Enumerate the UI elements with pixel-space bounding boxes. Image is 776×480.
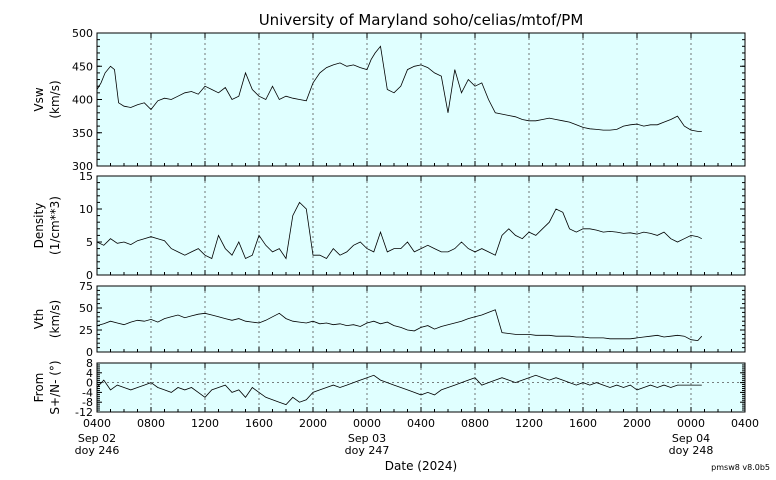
y-axis-label: From S+/N- (°) [32,360,62,414]
y-tick-label: 75 [79,280,93,293]
doy-label: doy 247 [345,444,390,457]
y-tick-label: 50 [79,302,93,315]
panel-background [96,175,746,276]
y-tick-label: 25 [79,324,93,337]
x-tick-label: 0800 [137,417,165,430]
y-axis-label-line: (km/s) [48,80,62,118]
x-tick-label: 0400 [407,417,435,430]
y-axis-label-line: From [32,373,46,403]
y-tick-label: 4 [86,367,93,380]
date-label: Sep 02 [78,432,116,445]
x-tick-label: 0000 [677,417,705,430]
x-tick-label: 1200 [191,417,219,430]
y-axis-label: Vth (km/s) [32,300,62,338]
series-line-vsw [96,45,702,132]
x-tick-label: 0400 [731,417,759,430]
panel-vsw: 300 350 400 450 500 Vsw (km/s) [32,27,746,173]
y-axis-label: Density (1/cm**3) [32,196,62,255]
y-axis-label-line: Density [32,203,46,249]
y-tick-label: -4 [82,386,93,399]
x-tick-label: 2000 [299,417,327,430]
y-tick-label: -12 [75,406,93,419]
x-axis: 0400 0800 1200 1600 2000 0000 0400 0800 1200 1600… [75,33,759,457]
x-tick-label: 0000 [353,417,381,430]
x-tick-label: 0800 [461,417,489,430]
footer-version: pmsw8 v8.0b5 [711,463,770,472]
y-tick-label: 450 [72,60,93,73]
chart-title: University of Maryland soho/celias/mtof/… [259,11,584,29]
y-tick-label: 5 [86,236,93,249]
y-axis-label-line: Vsw [32,87,46,111]
y-tick-label: 10 [79,203,93,216]
y-axis-label-line: (1/cm**3) [48,196,62,255]
y-tick-label: 350 [72,127,93,140]
series-line-density [96,201,702,260]
date-label: Sep 04 [672,432,710,445]
y-tick-label: 8 [86,357,93,370]
y-tick-label: 15 [79,170,93,183]
doy-label: doy 248 [669,444,714,457]
x-tick-label: 0400 [83,417,111,430]
x-tick-label: 1600 [569,417,597,430]
panel-vth: 0 25 50 75 Vth (km/s) [32,280,746,359]
panel-density: 0 5 10 15 Density (1/cm**3) [32,170,746,282]
y-tick-label: 0 [86,346,93,359]
series-line-vth [96,309,703,342]
x-axis-label: Date (2024) [385,459,457,473]
y-tick-label: 400 [72,94,93,107]
date-label: Sep 03 [348,432,386,445]
y-tick-label: -8 [82,396,93,409]
x-tick-label: 2000 [623,417,651,430]
y-axis-label: Vsw (km/s) [32,80,62,118]
y-axis-label-line: S+/N- (°) [48,360,62,414]
y-tick-label: 500 [72,27,93,40]
doy-label: doy 246 [75,444,120,457]
y-axis-label-line: Vth [32,309,46,330]
y-tick-label: 0 [86,377,93,390]
x-tick-label: 1600 [245,417,273,430]
y-tick-label: 0 [86,269,93,282]
y-axis-label-line: (km/s) [48,300,62,338]
y-tick-label: 300 [72,160,93,173]
x-tick-label: 1200 [515,417,543,430]
series-line-flow-angle [96,374,702,406]
